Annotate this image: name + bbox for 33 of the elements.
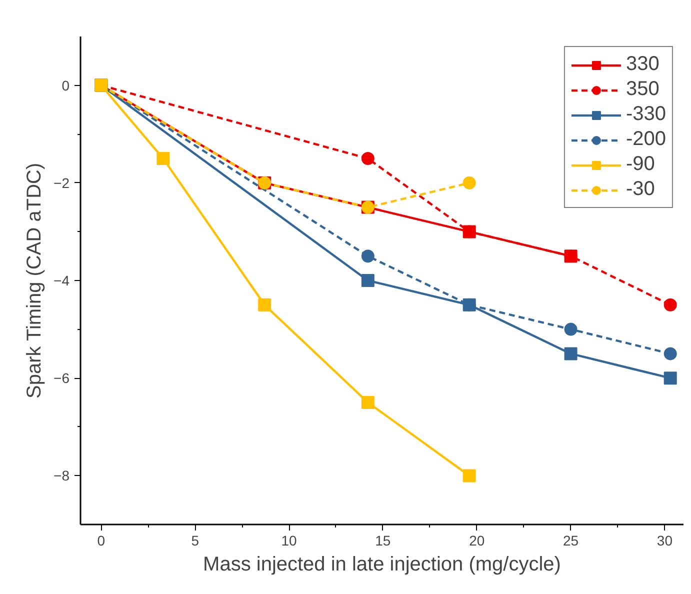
y-axis-title: Spark Timing (CAD aTDC) bbox=[24, 162, 46, 398]
point bbox=[361, 274, 374, 287]
point bbox=[664, 298, 677, 312]
point bbox=[462, 176, 476, 190]
x-tick-label: 5 bbox=[191, 532, 200, 548]
point bbox=[564, 322, 578, 336]
point bbox=[664, 347, 677, 360]
x-tick-label: 0 bbox=[97, 532, 106, 548]
legend-label: -90 bbox=[626, 153, 655, 176]
legend-label: -30 bbox=[626, 178, 655, 201]
point bbox=[664, 372, 677, 385]
y-tick-label: −8 bbox=[54, 468, 70, 484]
point bbox=[564, 347, 578, 360]
legend-label: 330 bbox=[626, 53, 660, 76]
point bbox=[156, 152, 170, 165]
x-tick-label: 10 bbox=[281, 532, 298, 548]
point bbox=[361, 152, 374, 165]
legend-label: -330 bbox=[626, 103, 666, 126]
legend-label: 350 bbox=[626, 78, 660, 101]
point bbox=[462, 469, 476, 482]
point bbox=[361, 396, 374, 409]
point bbox=[258, 298, 272, 312]
y-tick-label: −2 bbox=[54, 174, 70, 191]
y-tick-label: −4 bbox=[54, 272, 70, 288]
x-tick-label: 25 bbox=[563, 532, 579, 548]
y-tick-label: −6 bbox=[54, 370, 70, 386]
x-tick-label: 20 bbox=[469, 532, 485, 548]
y-tick-label: 0 bbox=[62, 77, 70, 94]
x-axis-title: Mass injected in late injection (mg/cycle) bbox=[203, 554, 561, 576]
point bbox=[361, 250, 374, 263]
legend-label: -200 bbox=[626, 128, 666, 151]
x-tick-label: 30 bbox=[656, 532, 673, 548]
x-tick-label: 15 bbox=[375, 532, 391, 548]
